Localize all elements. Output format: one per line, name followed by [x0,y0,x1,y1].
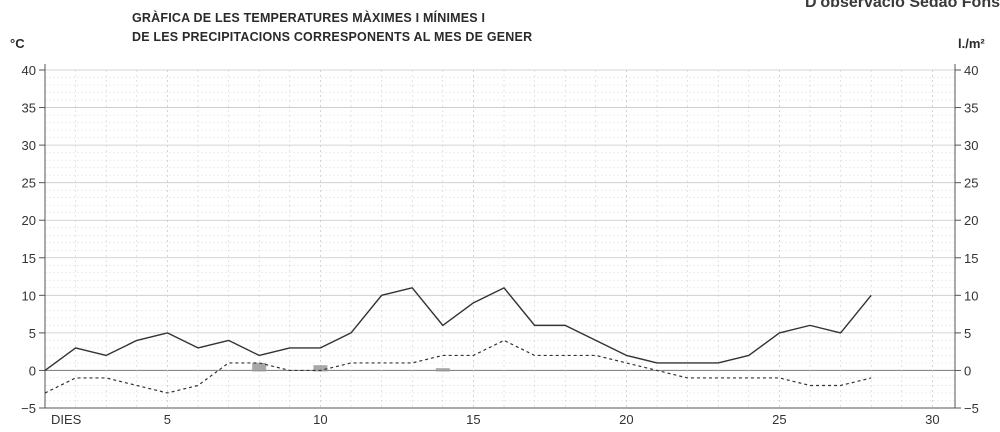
y-tick-label-right: −5 [964,401,979,416]
min-temperature-line [44,339,872,394]
y-tick-label-left: 40 [22,63,36,78]
y-tick-label-right: 30 [964,138,978,153]
x-tick-label: 10 [313,412,327,427]
precipitation-bar [252,362,267,372]
precipitation-bar [313,365,328,372]
chart-title-line-1: GRÀFICA DE LES TEMPERATURES MÀXIMES I MÍ… [132,11,486,25]
y-tick-label-left: 5 [29,326,36,341]
tick-labels-layer: 40 40 35 35 30 30 25 25 20 20 15 15 10 10 5 5 0 0 −5 −5 DIES… [21,63,979,427]
series-layer [44,287,872,394]
x-axis-label: DIES [51,412,82,427]
y-tick-label-left: 15 [22,251,36,266]
y-tick-label-left: 20 [22,213,36,228]
header-fragment: D'observació Sedaó Fons [805,0,1000,11]
x-tick-label: 20 [619,412,633,427]
y-tick-label-left: 25 [22,176,36,191]
y-tick-label-right: 20 [964,213,978,228]
right-unit-label: l./m² [958,36,985,51]
y-tick-label-right: 15 [964,251,978,266]
x-tick-label: 30 [925,412,939,427]
left-unit-label: °C [10,36,25,51]
max-temperature-line [44,287,872,372]
chart-title-line-2: DE LES PRECIPITACIONS CORRESPONENTS AL M… [132,30,533,44]
y-tick-label-right: 35 [964,101,978,116]
y-tick-label-left: 0 [29,363,36,378]
y-tick-label-left: 30 [22,138,36,153]
y-tick-label-left: 10 [22,288,36,303]
precipitation-bar [435,368,450,372]
y-tick-label-right: 10 [964,288,978,303]
y-tick-label-right: 25 [964,176,978,191]
x-tick-label: 15 [466,412,480,427]
axes-layer [39,64,961,409]
precipitation-bars [252,362,450,372]
x-tick-label: 5 [164,412,171,427]
y-tick-label-left: 35 [22,101,36,116]
y-tick-label-left: −5 [21,401,36,416]
y-tick-label-right: 5 [964,326,971,341]
grid-layer [44,69,955,409]
x-tick-label: 25 [772,412,786,427]
y-tick-label-right: 40 [964,63,978,78]
y-tick-label-right: 0 [964,363,971,378]
